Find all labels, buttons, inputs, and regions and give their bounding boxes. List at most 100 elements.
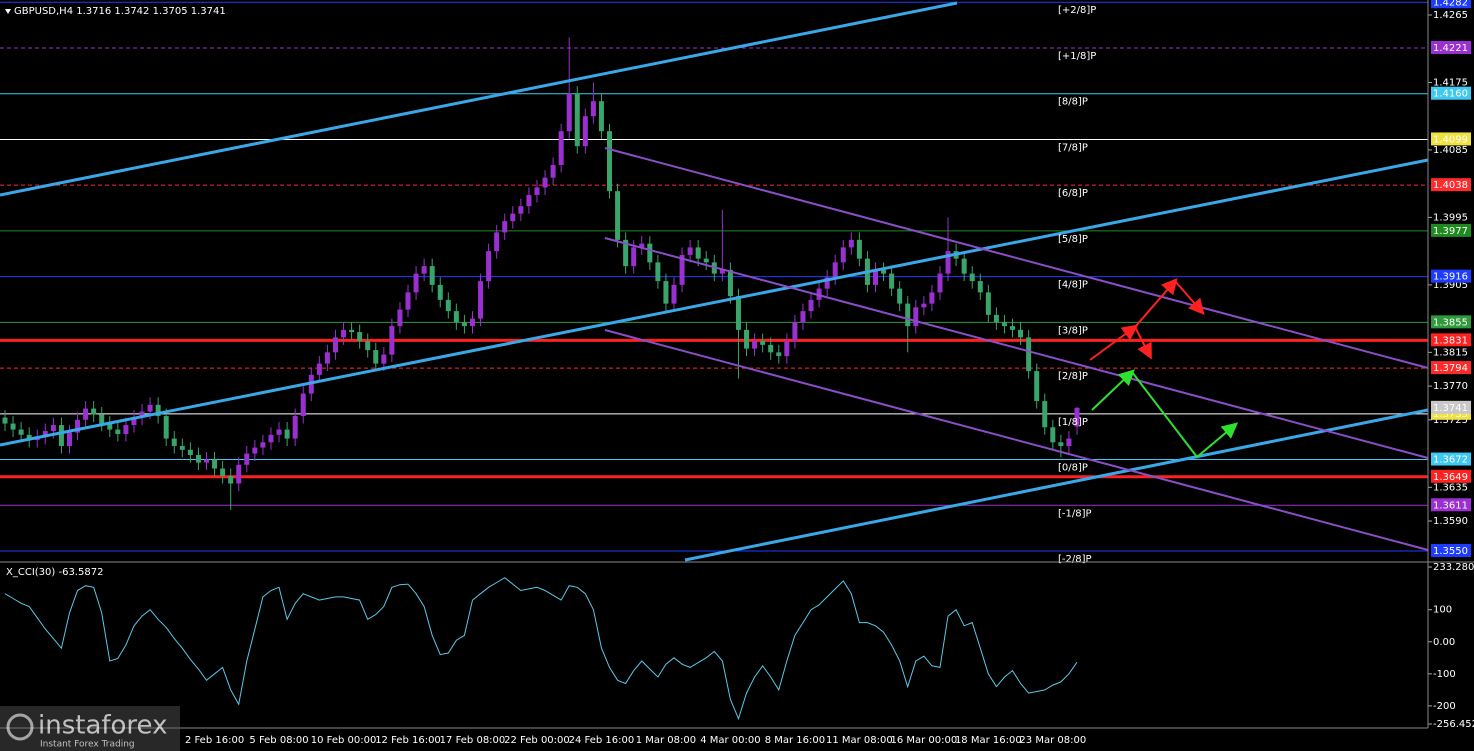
x-tick-label: 17 Feb 08:00 bbox=[440, 735, 506, 746]
candle-body bbox=[840, 247, 846, 263]
candle-body bbox=[187, 449, 193, 456]
candle-body bbox=[574, 93, 580, 147]
candle-body bbox=[526, 194, 532, 207]
candle-body bbox=[808, 299, 814, 312]
candle-body bbox=[397, 309, 403, 327]
candle-body bbox=[792, 322, 798, 342]
candle-body bbox=[937, 273, 943, 293]
candle-body bbox=[872, 269, 878, 285]
candle-body bbox=[179, 446, 185, 450]
candle-body bbox=[292, 416, 298, 439]
y-tick-label: 1.3725 bbox=[1433, 415, 1468, 426]
candle-body bbox=[461, 322, 467, 327]
candle-body bbox=[405, 292, 411, 310]
candle-body bbox=[357, 332, 363, 342]
watermark-brand: instaforex bbox=[38, 711, 167, 741]
candle-body bbox=[695, 247, 701, 259]
candle-body bbox=[598, 101, 604, 132]
channel-lines bbox=[604, 147, 1429, 551]
arrow bbox=[1091, 369, 1135, 411]
last-price-label: 1.3741 bbox=[1433, 403, 1468, 414]
arrow bbox=[1089, 324, 1139, 361]
candle-body bbox=[107, 423, 113, 430]
candle-body bbox=[800, 311, 806, 323]
candle-body bbox=[99, 414, 105, 424]
candle-body bbox=[220, 468, 226, 477]
level-label-box bbox=[1431, 178, 1471, 192]
candle-body bbox=[1018, 329, 1024, 338]
candle-body bbox=[212, 459, 218, 469]
x-tick-label: 2 Feb 16:00 bbox=[185, 735, 244, 746]
labels: 1.4265 1.4175 1.4085 1.3995 1.3905 1.3815 1.37… bbox=[185, 0, 1474, 746]
candle-body bbox=[542, 177, 548, 188]
candle-body bbox=[421, 266, 427, 274]
level-name: [-2/8]P bbox=[1058, 554, 1092, 565]
candle-body bbox=[276, 429, 282, 435]
candle-body bbox=[486, 251, 492, 282]
x-tick-label: 24 Feb 16:00 bbox=[569, 735, 635, 746]
candle-body bbox=[663, 281, 669, 304]
chart-title: GBPUSD,H4 1.3716 1.3742 1.3705 1.3741 bbox=[14, 6, 226, 17]
title-marker bbox=[5, 9, 11, 14]
x-tick-label: 4 Mar 00:00 bbox=[700, 735, 760, 746]
y-tick-label: 100 bbox=[1433, 605, 1452, 616]
arrow bbox=[1196, 422, 1239, 458]
candle-body bbox=[2, 417, 8, 424]
level-name: [8/8]P bbox=[1058, 97, 1088, 108]
candle-body bbox=[139, 411, 145, 418]
candle-body bbox=[115, 429, 121, 435]
y-tick-label: 1.4085 bbox=[1433, 145, 1468, 156]
candle-body bbox=[413, 273, 419, 293]
x-tick-label: 23 Mar 08:00 bbox=[1019, 735, 1086, 746]
candle-body bbox=[91, 408, 97, 415]
y-tick-label: 1.3635 bbox=[1433, 482, 1468, 493]
candle-body bbox=[631, 247, 637, 267]
candle-body bbox=[453, 311, 459, 323]
candle-body bbox=[332, 337, 338, 353]
y-tick-label: -200 bbox=[1433, 701, 1456, 712]
y-tick-label: 1.3905 bbox=[1433, 280, 1468, 291]
candle-body bbox=[1074, 407, 1080, 427]
arrow bbox=[1134, 277, 1178, 328]
candle-body bbox=[727, 269, 733, 297]
candle-body bbox=[510, 213, 516, 222]
y-tick-label: 1.4265 bbox=[1433, 10, 1468, 21]
candle-body bbox=[316, 363, 322, 375]
candle-body bbox=[236, 464, 242, 484]
candle-body bbox=[518, 206, 524, 214]
channel-line bbox=[604, 237, 1429, 459]
candle-body bbox=[66, 432, 72, 447]
x-tick-label: 16 Mar 00:00 bbox=[890, 735, 957, 746]
candle-body bbox=[655, 262, 661, 282]
last-price-box bbox=[1431, 400, 1471, 414]
candle-body bbox=[719, 269, 725, 274]
candle-body bbox=[147, 404, 153, 412]
x-tick-label: 22 Feb 00:00 bbox=[504, 735, 570, 746]
level-label: 1.4221 bbox=[1433, 43, 1468, 54]
candle-body bbox=[252, 447, 258, 454]
candle-body bbox=[228, 476, 234, 484]
candle-body bbox=[429, 266, 435, 285]
level-label: 1.4160 bbox=[1433, 89, 1468, 100]
candle-body bbox=[752, 341, 758, 349]
candle-body bbox=[607, 131, 613, 192]
level-label-box bbox=[1431, 40, 1471, 54]
candle-body bbox=[10, 423, 16, 430]
candle-body bbox=[75, 419, 81, 433]
level-label: 1.3831 bbox=[1433, 335, 1468, 346]
candle-body bbox=[195, 455, 201, 463]
x-tick-label: 1 Mar 08:00 bbox=[636, 735, 696, 746]
level-name: [4/8]P bbox=[1058, 280, 1088, 291]
candle-body bbox=[469, 318, 475, 327]
level-label-box bbox=[1431, 269, 1471, 283]
channel-line bbox=[604, 147, 1429, 369]
candle-body bbox=[260, 442, 266, 448]
candle-body bbox=[365, 341, 371, 351]
candle-body bbox=[961, 258, 967, 274]
y-tick-label: 1.3815 bbox=[1433, 347, 1468, 358]
candle-body bbox=[889, 273, 895, 289]
level-name: [5/8]P bbox=[1058, 234, 1088, 245]
indicator-line bbox=[4, 577, 1078, 721]
